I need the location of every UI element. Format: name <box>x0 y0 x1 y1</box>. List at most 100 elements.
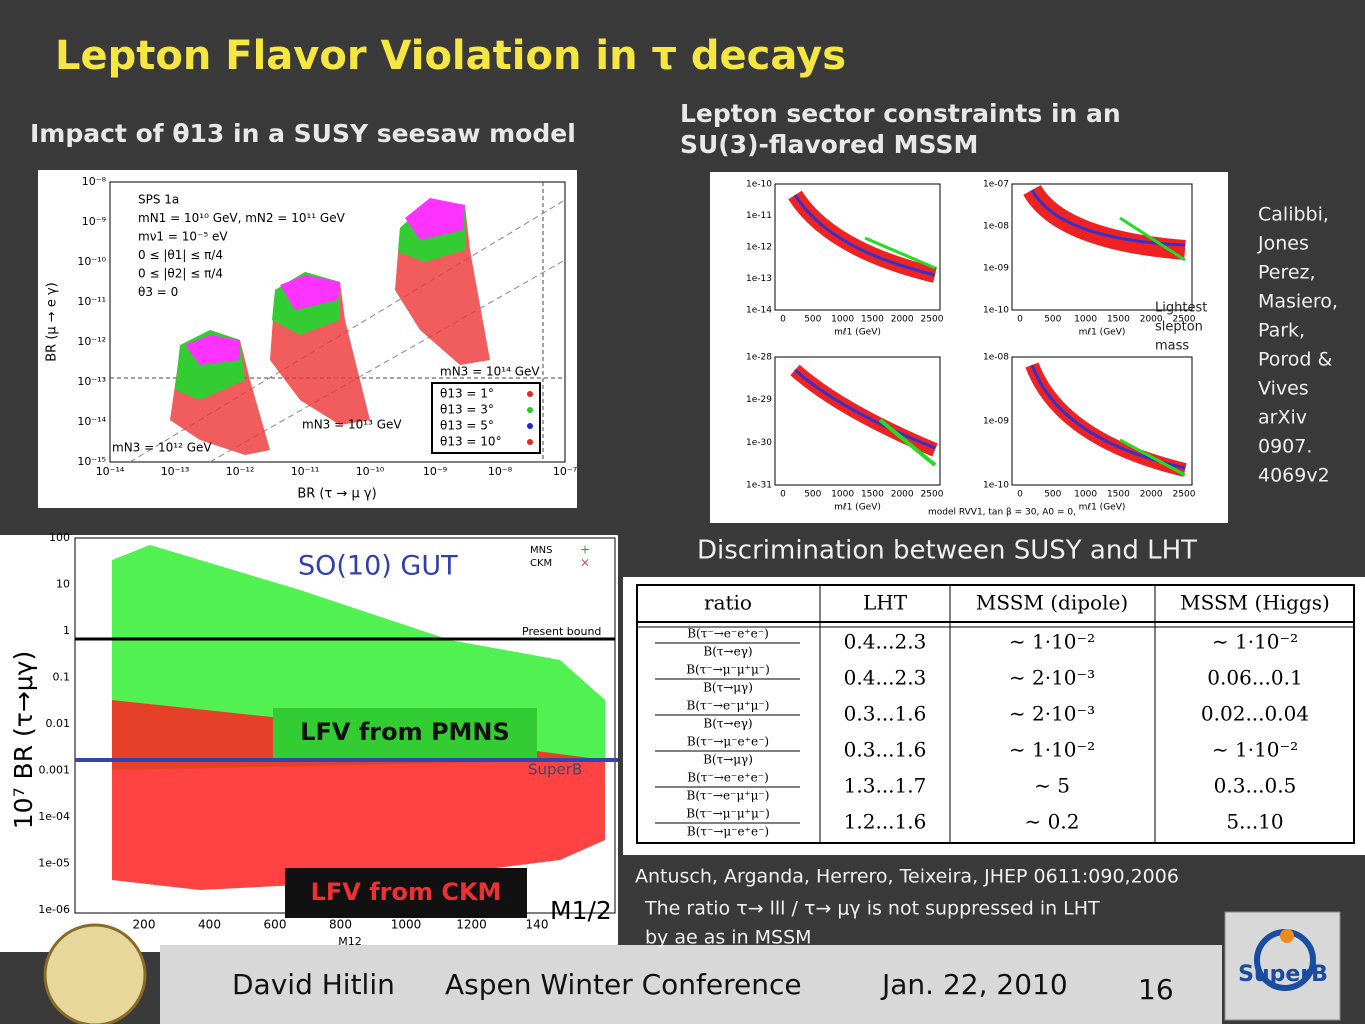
table-cell: ∼ 1·10⁻² <box>1212 630 1298 654</box>
guide-line <box>209 259 566 463</box>
y-tick-label: 1e-05 <box>38 857 70 870</box>
plot-annotation: mN3 = 10¹⁴ GeV <box>440 365 540 379</box>
legend-marker <box>527 439 533 445</box>
y-tick-label: 1e-09 <box>983 264 1009 274</box>
mssm-curves <box>788 184 1187 477</box>
ratio-denominator: B(τ→μγ) <box>703 753 753 767</box>
table-cell: 1.2...1.6 <box>844 810 927 834</box>
x-axis-label: M12 <box>338 935 362 948</box>
footer-conference: Aspen Winter Conference <box>445 968 802 1001</box>
ratio-denominator: B(τ→eγ) <box>703 717 752 731</box>
table-cell: 0.02...0.04 <box>1201 702 1309 726</box>
plot-info: mν1 = 10⁻⁵ eV <box>138 230 228 244</box>
plot-annotation: slepton <box>1155 320 1203 335</box>
y-tick-label: 1e-06 <box>38 903 70 916</box>
right-heading: SU(3)-flavored MSSM <box>680 130 978 159</box>
plot-info: mN1 = 10¹⁰ GeV, mN2 = 10¹¹ GeV <box>138 211 346 225</box>
mssm-frames <box>774 183 1193 486</box>
bound-label: Present bound <box>522 625 601 638</box>
x-tick-label: 10⁻¹¹ <box>291 465 320 478</box>
y-tick-label: 1e-13 <box>746 274 772 284</box>
seesaw-frame <box>109 181 566 463</box>
y-tick-label: 1e-09 <box>983 417 1009 427</box>
x-tick-label: 2500 <box>921 315 944 325</box>
plot-annotation: mN3 = 10¹² GeV <box>112 441 212 455</box>
x-axis-label: mℓ1 (GeV) <box>834 328 881 338</box>
legend-label: θ13 = 1° <box>440 387 494 401</box>
seesaw-legend-box <box>431 382 541 454</box>
x-tick-label: 140 <box>526 918 549 932</box>
pmns-box <box>273 708 537 758</box>
x-tick-label: 2000 <box>1140 315 1163 325</box>
x-tick-label: 2500 <box>921 490 944 500</box>
table-lines <box>636 584 1355 844</box>
x-tick-label: 1000 <box>391 918 422 932</box>
citation-line: Porod & <box>1258 349 1333 371</box>
table-cell: 0.06...0.1 <box>1207 666 1302 690</box>
table-cell: ∼ 0.2 <box>1025 810 1080 834</box>
x-tick-label: 500 <box>1044 490 1061 500</box>
plot-annotation: Lightest <box>1155 301 1207 316</box>
y-tick-label: 1e-12 <box>746 243 772 253</box>
citation-line: 4069v2 <box>1258 465 1330 487</box>
y-tick-label: 1e-11 <box>746 211 772 221</box>
legend-label: θ13 = 10° <box>440 435 502 449</box>
y-tick-label: 1 <box>63 624 70 637</box>
x-tick-label: 500 <box>804 490 821 500</box>
legend-label: θ13 = 5° <box>440 419 494 433</box>
x-tick-label: 10⁻⁹ <box>423 465 447 478</box>
table-cell: ∼ 1·10⁻² <box>1009 738 1095 762</box>
ratio-denominator: B(τ⁻→e⁻μ⁺μ⁻) <box>687 789 770 803</box>
mssm-figure <box>710 172 1228 523</box>
x-axis-label: mℓ1 (GeV) <box>1079 328 1126 338</box>
x-tick-label: 10⁻⁸ <box>488 465 513 478</box>
y-tick-label: 0.1 <box>53 671 71 684</box>
x-tick-label: 500 <box>804 315 821 325</box>
y-tick-label: 1e-29 <box>746 395 772 405</box>
x-tick-label: 1500 <box>1107 315 1130 325</box>
table-cell: ∼ 5 <box>1034 774 1070 798</box>
x-axis-label: mℓ1 (GeV) <box>1079 503 1126 513</box>
ckm-box <box>285 868 527 918</box>
x-axis-label: BR (τ → μ γ) <box>297 487 376 502</box>
plot-title: SO(10) GUT <box>298 551 458 582</box>
x-tick-label: 500 <box>1044 315 1061 325</box>
table-figure <box>623 577 1365 855</box>
citation-line: Perez, <box>1258 262 1316 284</box>
legend-marker: + <box>580 543 590 557</box>
y-tick-label: 10⁻¹³ <box>77 375 106 388</box>
plot-footnote: model RVV1, tan β = 30, A0 = 0, <box>928 508 1076 518</box>
x-tick-label: 10⁻¹² <box>226 465 255 478</box>
plot-info: θ3 = 0 <box>138 285 178 299</box>
citation-line: arXiv <box>1258 407 1307 429</box>
table-header: MSSM (Higgs) <box>1180 591 1330 615</box>
footer-page: 16 <box>1138 973 1174 1006</box>
table-header: ratio <box>704 591 752 615</box>
legend-marker <box>527 423 533 429</box>
ratio-numerator: B(τ⁻→e⁻e⁺e⁻) <box>687 627 769 641</box>
x-tick-label: 1200 <box>456 918 487 932</box>
plot-info: 0 ≤ |θ1| ≤ π/4 <box>138 248 223 262</box>
ratio-numerator: B(τ⁻→μ⁻μ⁺μ⁻) <box>686 807 770 821</box>
x-tick-label: 2000 <box>891 315 914 325</box>
y-tick-label: 1e-10 <box>746 180 772 190</box>
citation-line: Calibbi, <box>1258 204 1329 226</box>
box-label: LFV from PMNS <box>300 718 510 746</box>
y-tick-label: 100 <box>49 531 70 544</box>
y-tick-label: 10⁻⁹ <box>82 215 106 228</box>
citation-line: Masiero, <box>1258 291 1338 313</box>
x-tick-label: 1000 <box>831 490 854 500</box>
scatter-blobs <box>170 198 490 455</box>
x-tick-label: 1500 <box>1107 490 1130 500</box>
right-heading: Lepton sector constraints in an <box>680 99 1121 128</box>
ratio-numerator: B(τ⁻→e⁻μ⁺μ⁻) <box>687 699 770 713</box>
x-tick-label: 10⁻⁷ <box>553 465 577 478</box>
x-axis-label: M1/2 <box>550 896 612 925</box>
left-heading: Impact of θ13 in a SUSY seesaw model <box>30 119 576 148</box>
reference: Antusch, Arganda, Herrero, Teixeira, JHE… <box>635 866 1179 888</box>
y-tick-label: 1e-08 <box>983 353 1009 363</box>
table-cell: 0.4...2.3 <box>844 630 927 654</box>
table-cell: ∼ 1·10⁻² <box>1212 738 1298 762</box>
table-cell: 0.3...0.5 <box>1214 774 1297 798</box>
